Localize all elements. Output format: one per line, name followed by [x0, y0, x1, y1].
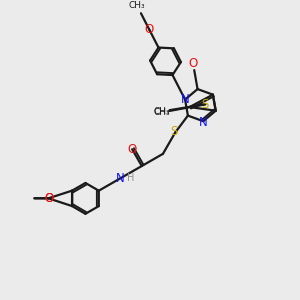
Text: S: S: [202, 98, 209, 111]
Text: O: O: [44, 192, 53, 205]
Text: O: O: [188, 57, 198, 70]
Text: N: N: [181, 93, 189, 106]
Text: H: H: [127, 173, 135, 183]
Text: S: S: [170, 125, 177, 138]
Text: O: O: [44, 192, 53, 205]
Text: CH₃: CH₃: [129, 2, 146, 10]
Text: N: N: [116, 172, 125, 184]
Text: CH₃: CH₃: [153, 107, 170, 116]
Text: CH₃: CH₃: [153, 108, 170, 117]
Text: N: N: [199, 116, 208, 129]
Text: O: O: [145, 23, 154, 36]
Text: O: O: [128, 143, 137, 156]
